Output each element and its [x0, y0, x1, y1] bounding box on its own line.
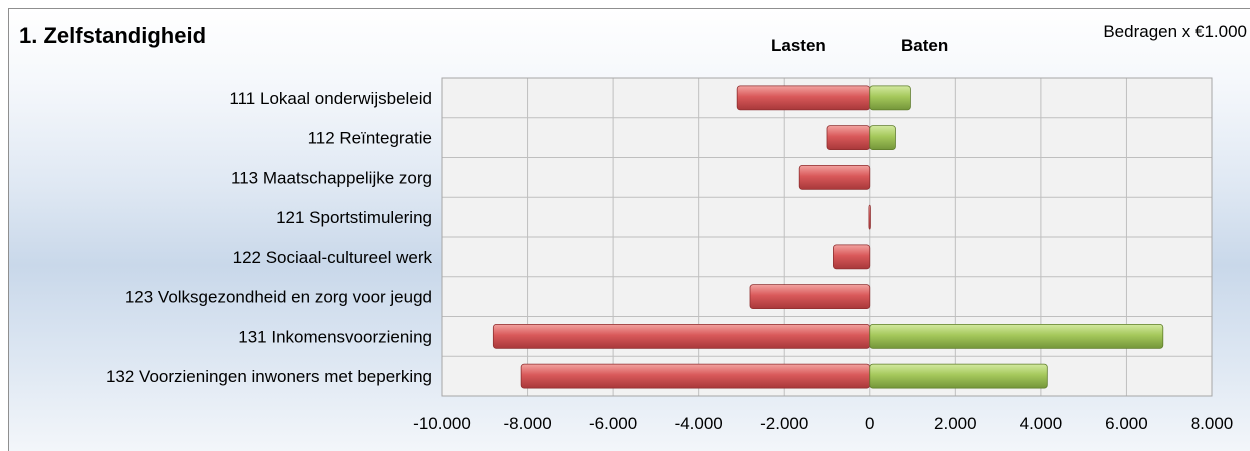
x-tick-label: -2.000 — [760, 414, 808, 433]
x-tick-label: 2.000 — [934, 414, 977, 433]
x-tick-label: -6.000 — [589, 414, 637, 433]
category-label: 123 Volksgezondheid en zorg voor jeugd — [125, 288, 432, 307]
category-label: 122 Sociaal-cultureel werk — [233, 248, 433, 267]
bar-baten — [869, 323, 1164, 349]
bar-lasten — [736, 85, 871, 111]
bar-baten — [869, 363, 1048, 389]
bar-lasten — [833, 244, 871, 270]
header-baten: Baten — [901, 36, 949, 55]
x-tick-label: -8.000 — [503, 414, 551, 433]
bar-chart: 111 Lokaal onderwijsbeleid 112 Reïntegrat… — [106, 77, 1234, 433]
category-label: 112 Reïntegratie — [308, 129, 432, 148]
bar-lasten — [749, 284, 871, 310]
units-note: Bedragen x €1.000 — [1103, 22, 1247, 41]
x-tick-label: 0 — [865, 414, 874, 433]
category-label: 113 Maatschappelijke zorg — [231, 168, 432, 187]
bar-baten — [869, 125, 896, 151]
x-tick-label: 6.000 — [1105, 414, 1148, 433]
header-lasten: Lasten — [771, 36, 826, 55]
bar-lasten — [868, 204, 871, 230]
chart-frame: 1. Zelfstandigheid Bedragen x €1.000 Las… — [8, 8, 1250, 451]
bar-lasten — [798, 164, 871, 190]
category-label: 131 Inkomensvoorziening — [238, 327, 432, 346]
bar-lasten — [826, 125, 871, 151]
x-tick-label: -4.000 — [675, 414, 723, 433]
x-tick-label: 8.000 — [1191, 414, 1234, 433]
bar-lasten — [520, 363, 871, 389]
category-label: 132 Voorzieningen inwoners met beperking — [106, 367, 432, 386]
category-label: 111 Lokaal onderwijsbeleid — [229, 89, 432, 108]
chart-title: 1. Zelfstandigheid — [19, 23, 207, 48]
x-tick-label: -10.000 — [413, 414, 471, 433]
bar-baten — [869, 85, 911, 111]
plot-border — [441, 77, 1213, 397]
bar-lasten — [492, 323, 871, 349]
x-tick-label: 4.000 — [1020, 414, 1063, 433]
category-label: 121 Sportstimulering — [276, 208, 432, 227]
